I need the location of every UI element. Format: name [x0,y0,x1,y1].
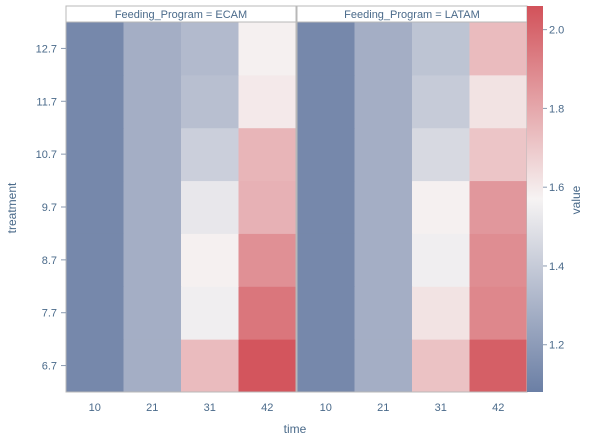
heatmap-cell [66,75,124,128]
heatmap-cell [239,128,297,181]
heatmap-cell [470,339,528,392]
heatmap-cell [412,128,470,181]
heatmap-cell [412,339,470,392]
colorbar-tick-label: 1.2 [549,340,564,352]
y-tick-label: 6.7 [42,361,57,373]
heatmap-cell [124,233,182,286]
x-tick-label: 10 [320,402,332,414]
heatmap-cell [124,181,182,234]
heatmap-cell [181,128,239,181]
facet-title: Feeding_Program = ECAM [115,9,247,21]
heatmap-cell [239,181,297,234]
heatmap-cell [470,181,528,234]
heatmap-cell [297,286,355,339]
heatmap-cell [470,22,528,75]
heatmap-cell [124,75,182,128]
y-tick-label: 12.7 [36,43,57,55]
heatmap-cell [355,22,413,75]
x-tick-label: 42 [492,402,504,414]
colorbar-title: value [569,185,583,214]
x-tick-label: 21 [377,402,389,414]
heatmap-cell [412,286,470,339]
heatmap-cell [239,339,297,392]
y-tick-label: 7.7 [42,308,57,320]
y-tick-label: 8.7 [42,255,57,267]
heatmap-cell [412,75,470,128]
heatmap-cell [239,233,297,286]
y-tick-label: 11.7 [36,96,57,108]
heatmap-cell [470,233,528,286]
colorbar-tick-label: 2.0 [549,25,564,37]
heatmap-cell [124,128,182,181]
heatmap-cell [66,128,124,181]
heatmap-cell [66,181,124,234]
heatmap-cell [412,181,470,234]
heatmap-cell [181,181,239,234]
heatmap-cell [181,286,239,339]
heatmap-cell [355,286,413,339]
heatmap-cell [297,339,355,392]
heatmap-cell [470,286,528,339]
heatmap-cell [297,22,355,75]
x-tick-label: 21 [146,402,158,414]
heatmap-cell [181,233,239,286]
heatmap-cell [239,286,297,339]
heatmap-cell [355,181,413,234]
heatmap-cell [355,128,413,181]
x-tick-label: 31 [435,402,447,414]
heatmap-cell [297,233,355,286]
heatmap-cell [412,22,470,75]
colorbar-tick-label: 1.4 [549,261,564,273]
x-axis-title: time [284,422,307,436]
heatmap-cell [66,286,124,339]
heatmap-cell [181,339,239,392]
heatmap-cell [181,75,239,128]
heatmap-cell [239,22,297,75]
x-tick-label: 42 [261,402,273,414]
heatmap-cell [470,75,528,128]
heatmap-cell [355,339,413,392]
heatmap-cell [297,181,355,234]
y-tick-label: 9.7 [42,202,57,214]
heatmap-cell [124,339,182,392]
heatmap-cell [124,22,182,75]
heatmap-cell [412,233,470,286]
heatmap-cell [66,233,124,286]
heatmap-cell [181,22,239,75]
heatmap-cell [66,22,124,75]
heatmap-cell [239,75,297,128]
heatmap-cell [470,128,528,181]
facet-title: Feeding_Program = LATAM [344,9,480,21]
x-tick-label: 31 [204,402,216,414]
colorbar-tick-label: 1.8 [549,103,564,115]
heatmap-cell [66,339,124,392]
colorbar-tick-label: 1.6 [549,182,564,194]
heatmap-cell [355,75,413,128]
x-tick-label: 10 [89,402,101,414]
y-axis-title: treatment [5,182,19,233]
y-tick-label: 10.7 [36,149,57,161]
colorbar-gradient [527,6,543,392]
heatmap-cell [297,128,355,181]
heatmap-cell [355,233,413,286]
heatmap-cell [297,75,355,128]
heatmap-cell [124,286,182,339]
